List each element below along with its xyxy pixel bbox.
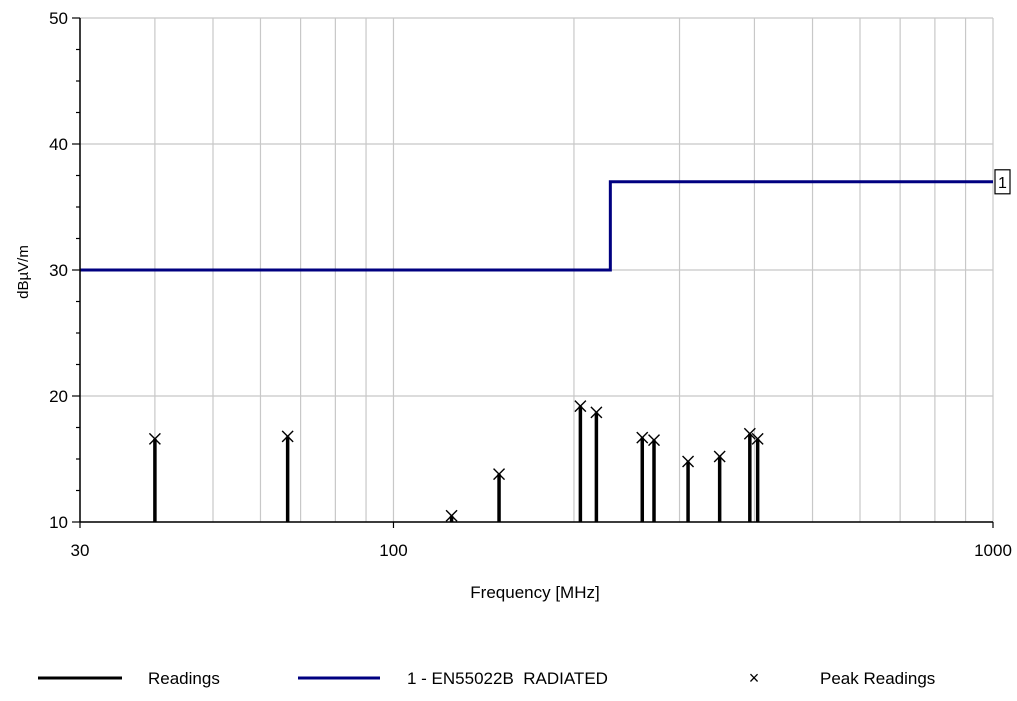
- peak-marker: [713, 450, 726, 463]
- limit-line-marker-box: [994, 169, 1011, 195]
- x-axis-title: Frequency [MHz]: [470, 583, 599, 602]
- y-tick-label: 30: [49, 261, 68, 280]
- y-tick-label: 20: [49, 387, 68, 406]
- x-tick-label: 30: [71, 541, 90, 560]
- peak-marker: [281, 430, 294, 443]
- limit-line-marker-label: 1: [998, 175, 1007, 192]
- legend-label: 1 - EN55022B RADIATED: [407, 669, 608, 688]
- chart-legend: Readings 1 - EN55022B RADIATED × Peak Readi…: [38, 668, 935, 688]
- x-tick-label: 100: [379, 541, 407, 560]
- peak-marker: [590, 406, 603, 419]
- legend-label: Peak Readings: [820, 669, 935, 688]
- peak-marker: [743, 427, 756, 440]
- legend-swatch-marker: ×: [749, 668, 760, 688]
- peak-marker: [648, 434, 661, 447]
- y-axis-title: dBµV/m: [15, 245, 32, 299]
- peak-marker: [148, 432, 161, 445]
- peak-marker: [682, 455, 695, 468]
- peak-marker: [445, 509, 458, 522]
- axis-ticks: 10 20 30 40 50 30 100 1000: [49, 9, 1012, 560]
- peak-marker: [574, 400, 587, 413]
- peak-marker: [751, 432, 764, 445]
- x-tick-label: 1000: [974, 541, 1012, 560]
- limit-line: [80, 180, 993, 272]
- y-tick-label: 10: [49, 513, 68, 532]
- y-tick-label: 50: [49, 9, 68, 28]
- y-tick-label: 40: [49, 135, 68, 154]
- plot-series: 1: [80, 169, 1011, 522]
- peak-marker: [493, 468, 506, 481]
- peak-marker: [636, 431, 649, 444]
- legend-label: Readings: [148, 669, 220, 688]
